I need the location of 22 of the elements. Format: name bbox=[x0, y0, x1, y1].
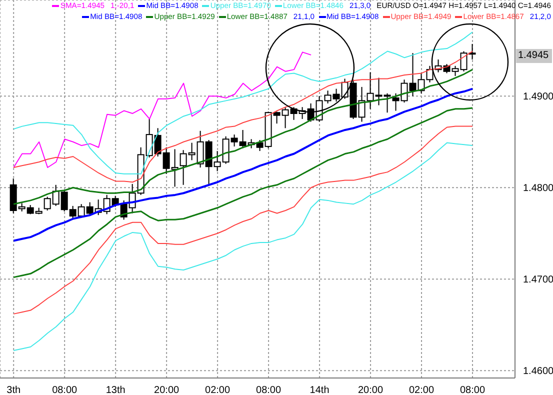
line-series bbox=[12, 107, 474, 278]
line-series bbox=[13, 52, 312, 168]
line-series bbox=[13, 126, 474, 314]
text: 1.4945 bbox=[516, 49, 552, 63]
x-tick-label: 3th bbox=[6, 385, 21, 395]
line-series bbox=[13, 50, 474, 183]
x-tick-label: 13th bbox=[106, 385, 126, 395]
x-tick-label: 20:00 bbox=[154, 385, 180, 395]
x-tick-label: 02:00 bbox=[205, 385, 231, 395]
y-tick-label: 1.4800 bbox=[523, 183, 553, 194]
line-series bbox=[13, 32, 474, 174]
x-tick-label: 08:00 bbox=[256, 385, 282, 395]
y-tick-label: 1.4700 bbox=[523, 274, 553, 286]
x-tick-label: 14th bbox=[310, 385, 330, 395]
line-series bbox=[13, 142, 474, 352]
line-series bbox=[12, 88, 474, 242]
y-tick-label: 1.4900 bbox=[523, 92, 553, 103]
x-tick-label: 08:00 bbox=[52, 385, 78, 395]
x-tick-label: 02:00 bbox=[409, 385, 434, 395]
x-tick-label: 08:00 bbox=[460, 385, 486, 395]
y-tick-label: 1.4600 bbox=[523, 366, 553, 378]
x-tick-label: 20:00 bbox=[358, 385, 384, 395]
